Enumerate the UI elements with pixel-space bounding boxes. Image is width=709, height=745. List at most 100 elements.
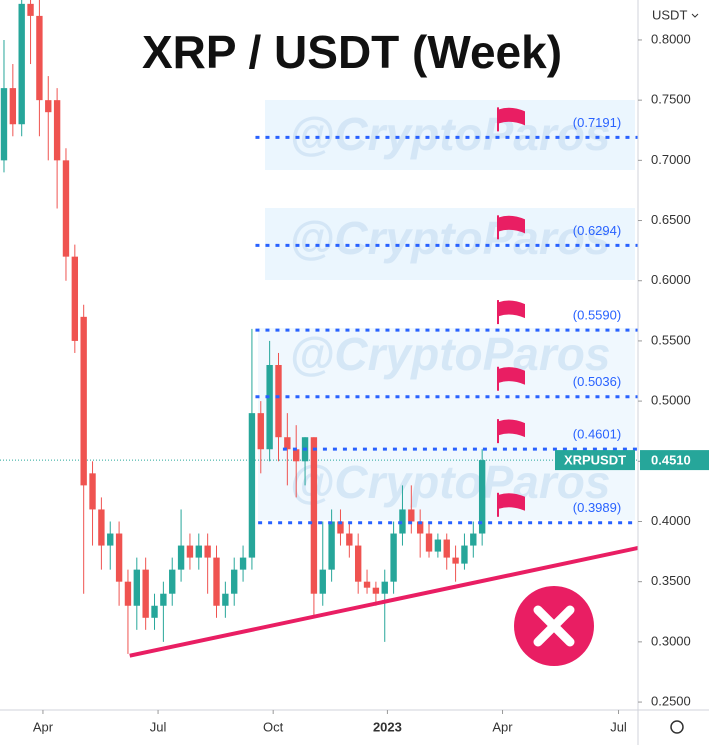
candle-body <box>248 413 256 558</box>
candle-body <box>213 557 220 606</box>
dropdown-arrow[interactable] <box>691 13 699 18</box>
x-tick-label: Jul <box>610 719 627 734</box>
candle-body <box>107 533 114 546</box>
flag <box>499 493 525 511</box>
candle-body <box>416 521 424 534</box>
chart-title: XRP / USDT (Week) <box>142 26 562 78</box>
candle-body <box>434 539 442 552</box>
symbol-label: XRPUSDT <box>564 453 626 468</box>
candle-body <box>346 533 353 546</box>
x-tick-label: Jul <box>150 719 167 734</box>
candle-body <box>310 437 318 594</box>
candle-body <box>239 557 247 570</box>
x-tick-label: Apr <box>33 719 54 734</box>
x-tick-label: 2023 <box>373 719 402 734</box>
y-tick-label: 0.8000 <box>651 31 691 46</box>
trendline <box>129 546 639 658</box>
candle-body <box>80 316 87 486</box>
flag <box>499 107 525 126</box>
y-tick-label: 0.6500 <box>651 212 691 227</box>
candle-body <box>169 569 176 594</box>
candle-body <box>231 569 238 594</box>
level-label: (0.6294) <box>573 223 621 238</box>
candle-body <box>363 581 371 588</box>
candle-body <box>266 364 273 450</box>
candle-body <box>443 539 450 558</box>
level-label: (0.5036) <box>573 374 621 389</box>
candle-body <box>408 509 415 522</box>
candle-body <box>124 581 132 606</box>
flag <box>499 367 525 385</box>
candle-body <box>186 545 194 558</box>
candle-body <box>195 545 202 558</box>
candle-body <box>62 160 70 257</box>
level-label: (0.3989) <box>573 500 621 515</box>
x-tick-label: Oct <box>263 719 284 734</box>
flag <box>499 300 525 319</box>
candle-body <box>337 521 344 534</box>
y-tick-label: 0.3500 <box>651 573 691 588</box>
candle-body <box>133 569 140 606</box>
watermark: @CryptoParos <box>290 328 611 380</box>
watermark: @CryptoParos <box>290 212 611 264</box>
candle-body <box>372 587 380 594</box>
candle-body <box>36 15 43 101</box>
candle-body <box>354 545 362 582</box>
settings-icon[interactable] <box>670 720 684 734</box>
candle-body <box>18 3 25 125</box>
y-tick-label: 0.7000 <box>651 152 691 167</box>
y-tick-label: 0.2500 <box>651 693 691 708</box>
plot: (0.7191) (0.6294) (0.5590) (0.5036) (0.4601)… <box>0 0 639 658</box>
candle-body <box>71 256 79 341</box>
price-label-bg <box>640 450 709 471</box>
candle-body <box>293 449 300 462</box>
y-tick-label: 0.7500 <box>651 92 691 107</box>
candle-body <box>160 593 167 606</box>
x-tick-label: Apr <box>492 719 513 734</box>
y-tick-label: 0.5000 <box>651 393 691 408</box>
candle-body <box>328 521 335 570</box>
candle-body <box>381 581 388 594</box>
candle-body <box>142 569 149 618</box>
candle-body <box>452 557 459 564</box>
watermark: @CryptoParos <box>290 108 611 160</box>
candle-body <box>89 473 96 510</box>
candle-body <box>9 88 17 125</box>
y-tick-label: 0.3000 <box>651 633 691 648</box>
candle-body <box>425 533 433 552</box>
flag <box>499 419 525 438</box>
flag <box>499 215 525 234</box>
candle-body <box>53 100 61 161</box>
candle-body <box>275 364 282 438</box>
candle-body <box>257 413 264 450</box>
level-label: (0.5590) <box>573 308 621 323</box>
symbol-label-bg <box>555 450 635 471</box>
cross-icon <box>533 605 575 647</box>
candle-body <box>470 533 477 546</box>
level-label: (0.7191) <box>573 115 621 130</box>
y-tick-label: 0.6000 <box>651 272 691 287</box>
zones <box>258 100 635 520</box>
candle-body <box>204 545 211 558</box>
level-label: (0.4601) <box>573 427 621 442</box>
candle-body <box>319 569 326 594</box>
candle-body <box>399 509 406 534</box>
zone <box>258 328 635 520</box>
candle-body <box>177 545 185 570</box>
candle-body <box>284 437 291 450</box>
price-label: 0.4510 <box>651 453 691 468</box>
candle-body <box>478 460 486 534</box>
currency[interactable]: USDT <box>652 7 687 22</box>
watermarks: @CryptoParos@CryptoParos@CryptoParos@Cry… <box>290 108 611 508</box>
candle-body <box>390 533 397 582</box>
candle-body <box>45 100 52 113</box>
y-tick-label: 0.5500 <box>651 332 691 347</box>
candle-body <box>98 509 105 546</box>
candle-body <box>461 545 468 564</box>
candle-body <box>222 593 229 606</box>
candle-body <box>0 88 8 161</box>
candle-body <box>115 533 123 582</box>
candle-body <box>151 605 158 618</box>
zone <box>265 100 635 170</box>
